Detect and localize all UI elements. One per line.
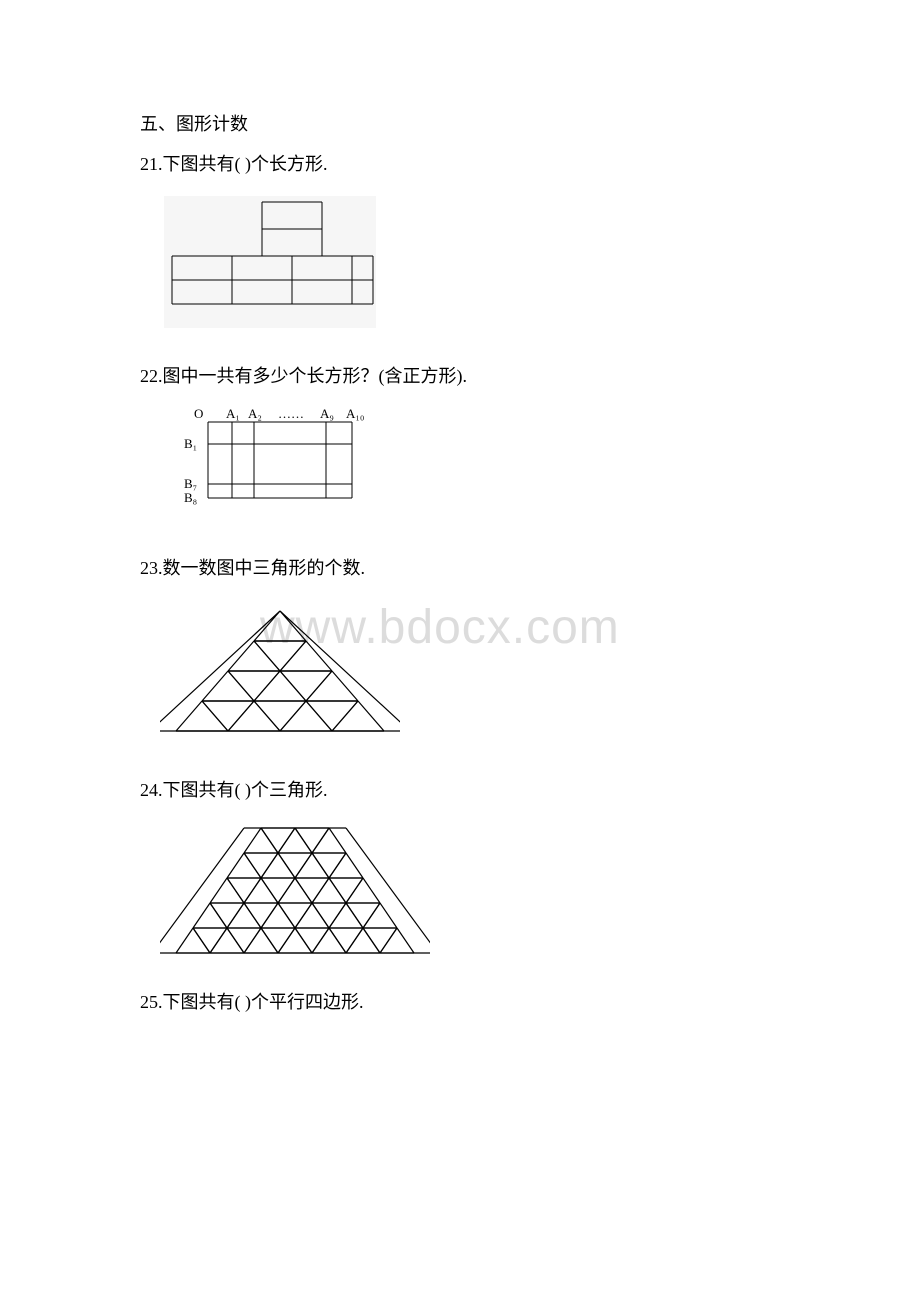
svg-text:B₇: B₇: [184, 476, 197, 491]
svg-text:……: ……: [278, 406, 304, 421]
q23-text: 23.数一数图中三角形的个数.: [140, 554, 780, 580]
q25-text: 25.下图共有( )个平行四边形.: [140, 988, 780, 1014]
q21-text: 21.下图共有( )个长方形.: [140, 150, 780, 176]
q23-figure: [160, 596, 780, 746]
svg-text:A₂: A₂: [248, 406, 262, 421]
q21-figure: [160, 192, 780, 332]
q24-figure: [160, 818, 780, 958]
svg-text:B₁: B₁: [184, 436, 197, 451]
svg-text:A₉: A₉: [320, 406, 334, 421]
section-title: 五、图形计数: [140, 110, 780, 136]
svg-text:B₈: B₈: [184, 490, 197, 505]
svg-text:A₁₀: A₁₀: [346, 406, 364, 421]
svg-text:O: O: [194, 406, 203, 421]
page-content: 五、图形计数 21.下图共有( )个长方形. 22.图中一共有多少个长方形？(含…: [140, 110, 780, 1014]
q24-text: 24.下图共有( )个三角形.: [140, 776, 780, 802]
q22-text: 22.图中一共有多少个长方形？(含正方形).: [140, 362, 780, 388]
svg-text:A₁: A₁: [226, 406, 240, 421]
q22-figure: O A₁ A₂ …… A₉ A₁₀ B₁ B₇B₈: [160, 404, 780, 524]
